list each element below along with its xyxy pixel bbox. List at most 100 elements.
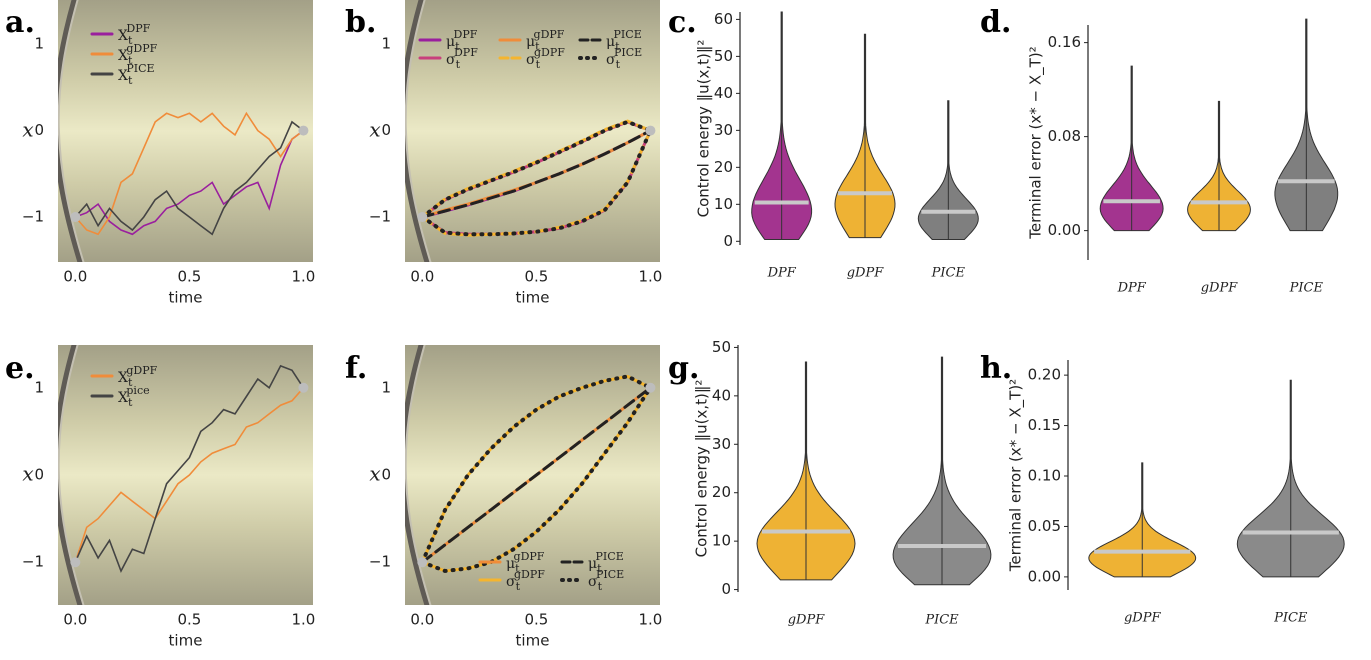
wall-edge (405, 345, 432, 605)
x-tick-label: PICE (1289, 281, 1324, 296)
y-tick-label: 1 (34, 35, 44, 53)
y-tick-label: 40 (712, 386, 731, 404)
plot-area (58, 345, 313, 605)
y-tick-label: 50 (712, 338, 731, 356)
plot-area (58, 0, 313, 262)
y-axis-label: Control energy ‖u(x,t)‖² (693, 380, 711, 558)
endpoint (417, 212, 428, 223)
legend-label: μtDPF (446, 28, 478, 53)
y-tick-label: 0 (381, 466, 391, 484)
legend-label: XtgDPF (118, 42, 158, 67)
y-tick-label: 1 (381, 35, 391, 53)
wall-edge (58, 0, 85, 262)
y-tick-label: 10 (714, 195, 733, 213)
y-tick-label: 30 (712, 435, 731, 453)
x-axis-label: time (169, 632, 203, 650)
panel-label: h. (980, 351, 1012, 386)
x-tick-label: 0.0 (410, 611, 434, 629)
legend-label: μtgDPF (526, 28, 565, 53)
endpoint (298, 382, 309, 393)
panel-label: d. (980, 5, 1011, 40)
legend-label: σtPICE (606, 46, 642, 71)
y-tick-label: 0 (381, 121, 391, 139)
endpoint (298, 125, 309, 136)
y-tick-label: 1 (34, 378, 44, 396)
x-tick-label: 0.5 (177, 611, 201, 629)
y-axis-label: x (369, 462, 380, 486)
y-tick-label: 0.15 (1028, 416, 1061, 434)
wall-edge (405, 0, 432, 262)
x-axis-label: time (516, 289, 550, 307)
series-line (420, 129, 652, 219)
x-tick-label: PICE (924, 613, 959, 628)
y-tick-label: 0 (34, 466, 44, 484)
panel-label: c. (668, 5, 697, 40)
x-tick-label: gDPF (1124, 611, 1161, 626)
y-tick-label: 0.10 (1028, 467, 1061, 485)
y-tick-label: −1 (369, 208, 391, 226)
plot-area (405, 345, 660, 605)
legend-label: XtgDPF (118, 364, 158, 389)
x-tick-label: 0.0 (63, 611, 87, 629)
y-tick-label: 20 (714, 158, 733, 176)
x-tick-label: 0.0 (63, 268, 87, 286)
x-tick-label: PICE (1273, 611, 1308, 626)
y-axis-label: Control energy ‖u(x,t)‖² (695, 40, 713, 218)
y-tick-label: 50 (714, 47, 733, 65)
series-line (420, 374, 653, 565)
y-tick-label: 30 (714, 121, 733, 139)
series-line (74, 111, 305, 236)
series-line (420, 385, 653, 574)
legend-label: Xtpice (118, 384, 150, 409)
series-line (420, 386, 652, 564)
y-tick-label: 60 (714, 10, 733, 28)
series-line (74, 120, 305, 236)
wall (405, 345, 431, 605)
legend-label: σtgDPF (526, 46, 565, 71)
endpoint (417, 557, 428, 568)
endpoint (645, 382, 656, 393)
x-tick-label: PICE (931, 266, 966, 281)
endpoint (645, 125, 656, 136)
x-tick-label: 0.5 (177, 268, 201, 286)
x-tick-label: 0.5 (524, 268, 548, 286)
legend-label: σtgDPF (506, 568, 545, 593)
y-tick-label: 10 (712, 532, 731, 550)
series-line (420, 119, 653, 219)
wall (58, 0, 84, 262)
wall (405, 0, 431, 262)
x-tick-label: 1.0 (291, 611, 315, 629)
y-tick-label: 0.05 (1028, 517, 1061, 535)
y-tick-label: 0 (723, 232, 733, 250)
x-tick-label: DPF (1117, 281, 1147, 296)
panel-label: f. (345, 351, 367, 386)
x-tick-label: gDPF (788, 613, 825, 628)
background (405, 0, 660, 262)
plot-area (405, 0, 660, 262)
x-tick-label: 1.0 (638, 268, 662, 286)
y-tick-label: 20 (712, 483, 731, 501)
y-tick-label: 0.16 (1048, 33, 1081, 51)
y-axis-label: Terminal error (x* − X_T)² (1007, 379, 1026, 572)
y-axis-label: x (22, 118, 33, 142)
panel-label: e. (5, 351, 35, 386)
y-tick-label: 0 (721, 580, 731, 598)
y-tick-label: 0.00 (1048, 221, 1081, 239)
x-tick-label: 0.5 (524, 611, 548, 629)
background (58, 345, 313, 605)
legend-label: XtDPF (118, 22, 151, 47)
endpoint (70, 557, 81, 568)
y-tick-label: 0.00 (1028, 567, 1061, 585)
y-tick-label: 0.08 (1048, 127, 1081, 145)
background (405, 345, 660, 605)
x-tick-label: gDPF (1201, 281, 1238, 296)
legend-label: σtDPF (446, 46, 478, 71)
legend-label: σtPICE (588, 568, 624, 593)
y-axis-label: Terminal error (x* − X_T)² (1027, 46, 1046, 239)
x-tick-label: 1.0 (638, 611, 662, 629)
legend-label: μtgDPF (506, 550, 545, 575)
panel-label: a. (5, 5, 35, 40)
y-tick-label: 0 (34, 121, 44, 139)
y-tick-label: −1 (369, 553, 391, 571)
